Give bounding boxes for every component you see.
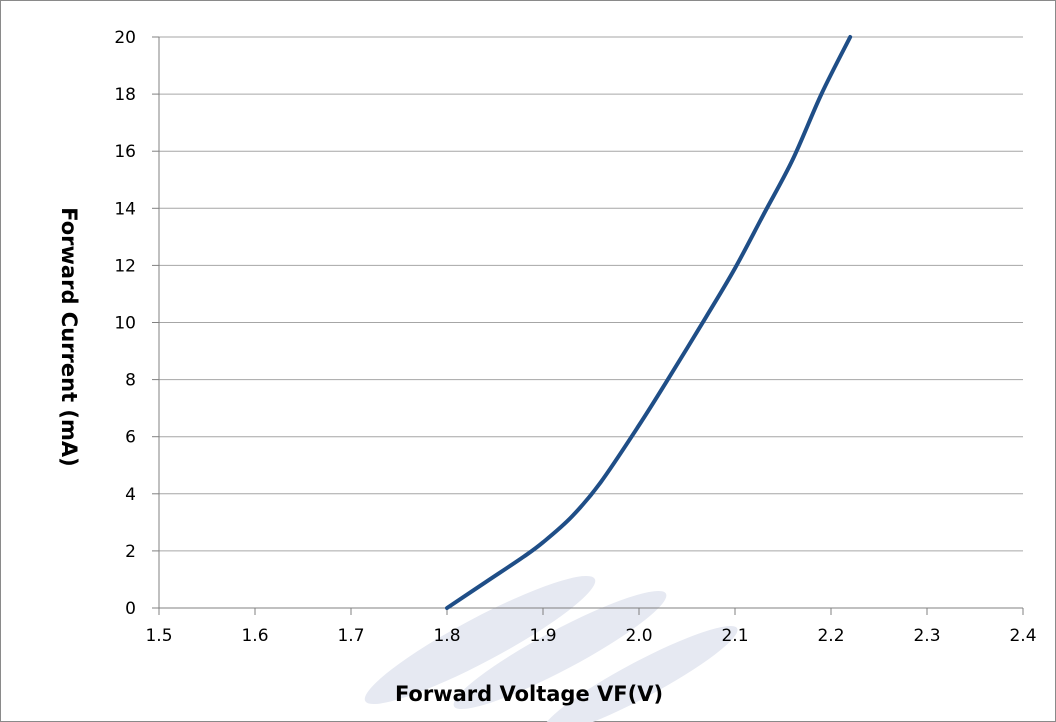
y-tick-label: 10: [114, 314, 136, 334]
x-tick-label: 1.9: [529, 626, 556, 646]
y-tick-label: 2: [125, 542, 136, 562]
x-tick-label: 2.2: [817, 626, 844, 646]
y-tick-label: 14: [114, 199, 136, 219]
x-tick-label: 1.8: [433, 626, 460, 646]
x-tick-label: 2.3: [913, 626, 940, 646]
y-tick-label: 8: [125, 371, 136, 391]
watermark-swoosh: [542, 625, 738, 722]
x-tick-label: 1.5: [145, 626, 172, 646]
y-tick-label: 0: [125, 599, 136, 619]
x-tick-labels: 1.5 1.6 1.7 1.8 1.9 2.0 2.1 2.2 2.3 2.4: [145, 626, 1036, 646]
y-tick-label: 18: [114, 85, 136, 105]
x-axis-title: Forward Voltage VF(V): [395, 682, 663, 706]
x-tick-label: 1.7: [337, 626, 364, 646]
y-tick-label: 4: [125, 485, 136, 505]
y-tick-labels: 0 2 4 6 8 10 12 14 16 18 20: [114, 28, 136, 619]
axes: [158, 37, 1024, 615]
gridlines: [152, 36, 1023, 609]
series-layer: [445, 35, 853, 610]
y-tick-label: 12: [114, 256, 136, 276]
y-tick-label: 20: [114, 28, 136, 48]
x-tick-label: 2.0: [625, 626, 652, 646]
series-line: [445, 35, 853, 610]
y-axis-title: Forward Current (mA): [57, 207, 81, 467]
y-tick-label: 6: [125, 428, 136, 448]
x-tick-label: 1.6: [241, 626, 268, 646]
y-tick-label: 16: [114, 142, 136, 162]
x-tick-label: 2.4: [1009, 626, 1036, 646]
watermark-swoosh: [453, 590, 667, 710]
x-tick-label: 2.1: [721, 626, 748, 646]
